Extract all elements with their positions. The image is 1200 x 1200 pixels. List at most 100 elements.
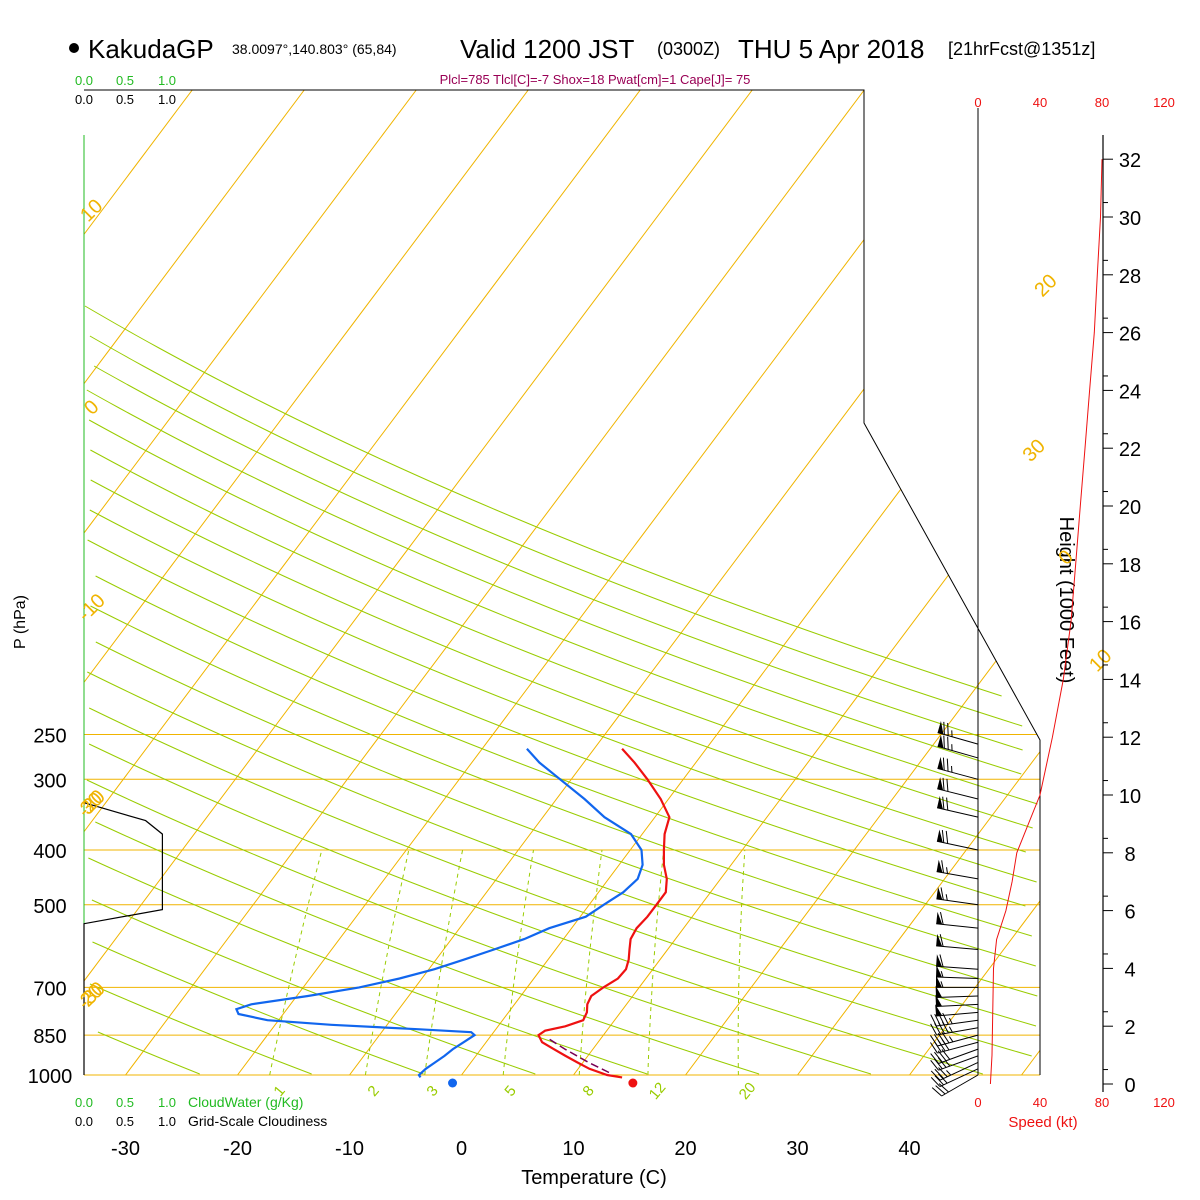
mixing-ratio-label: 5: [501, 1082, 519, 1099]
wind-barb-pennant: [937, 756, 944, 770]
height-tick-label: 32: [1119, 150, 1141, 172]
stability-indices: Plcl=785 Tlcl[C]=-7 Shox=18 Pwat[cm]=1 C…: [440, 72, 751, 87]
cloudwater-tick-top: 0.5: [116, 73, 134, 88]
wind-barb-pennant: [935, 985, 943, 998]
dry-adiabat-line: [92, 941, 424, 1075]
wind-barb-flag: [933, 1034, 942, 1046]
height-tick-label: 16: [1119, 613, 1141, 635]
dry-adiabat-line: [95, 821, 760, 1075]
dry-adiabat-line: [95, 575, 1032, 937]
speed-tick-top: 80: [1095, 95, 1109, 110]
temperature-tick-label: -10: [335, 1138, 364, 1160]
wind-barb-shaft: [936, 1011, 979, 1017]
temperature-profile-line: [537, 748, 671, 1079]
mixing-ratio-line: [737, 849, 746, 1076]
isotherm-line: [84, 90, 417, 1075]
wind-barb-half-flag: [940, 971, 944, 978]
wind-barb-flag: [941, 860, 945, 873]
wind-barb-pennant: [937, 796, 943, 810]
isotherm-line: [909, 90, 1040, 1075]
wind-barb-shaft: [936, 898, 979, 906]
wind-barb-flag: [934, 1075, 944, 1086]
mixing-ratio-line: [424, 849, 464, 1076]
wind-barb-flag: [943, 721, 945, 735]
cloudwater-tick-bottom: 0.0: [75, 1095, 93, 1110]
cloudiness-tick-top: 0.5: [116, 92, 134, 107]
wind-barb: [936, 796, 979, 818]
wind-barb-shaft: [936, 1019, 979, 1027]
wind-barb-shaft: [937, 1034, 979, 1047]
height-tick-label: 12: [1119, 728, 1141, 750]
dry-adiabat-line: [88, 857, 648, 1075]
height-tick-label: 22: [1119, 439, 1141, 461]
cloudwater-tick-top: 1.0: [158, 73, 176, 88]
wind-barb-flag: [930, 1035, 938, 1047]
wind-barb-half-flag: [945, 894, 948, 901]
dry-adiabat-line: [89, 509, 1037, 883]
speed-tick-bottom: 40: [1033, 1095, 1047, 1110]
station-dot-icon: [69, 43, 79, 53]
isotherm-label: 20: [1030, 270, 1061, 301]
dry-adiabat-line: [93, 365, 1023, 751]
isotherm-line: [237, 90, 977, 1075]
wind-barb: [936, 887, 979, 906]
wind-barb-flag: [947, 722, 949, 736]
height-tick-label: 10: [1119, 786, 1141, 808]
wind-barb-shaft: [936, 807, 979, 818]
wind-barb: [937, 756, 979, 780]
wind-barb-flag: [934, 1013, 941, 1026]
wind-barb-shaft: [936, 1003, 979, 1008]
wind-barb-half-flag: [948, 1026, 953, 1033]
wind-barb: [936, 859, 979, 880]
speed-tick-bottom: 120: [1153, 1095, 1175, 1110]
cloudiness-tick-bottom: 1.0: [158, 1114, 176, 1129]
wind-barb-pennant: [936, 965, 943, 978]
cloudwater-tick-bottom: 1.0: [158, 1095, 176, 1110]
temperature-tick-label: 40: [898, 1138, 920, 1160]
pressure-tick-label: 850: [33, 1026, 66, 1048]
cloudiness-label: Grid-Scale Cloudiness: [188, 1113, 327, 1129]
parcel-path-line: [547, 1037, 610, 1074]
wind-barb-pennant: [936, 975, 942, 988]
mixing-ratio-line: [364, 849, 410, 1076]
dry-adiabat-line: [88, 419, 1038, 805]
wind-barb: [930, 1061, 979, 1081]
wind-barb-pennant: [937, 734, 944, 749]
wind-barb: [936, 933, 979, 951]
cloudiness-profile-line: [83, 802, 163, 1075]
wind-barb-shaft: [936, 871, 979, 880]
temperature-tick-label: 20: [674, 1138, 696, 1160]
wind-barb-pennant: [936, 933, 943, 947]
isotherm-line: [84, 90, 305, 1075]
temperature-tick-label: 0: [456, 1138, 467, 1160]
speed-tick-bottom: 0: [974, 1095, 981, 1110]
wind-barb-flag: [938, 1067, 948, 1078]
wind-barb-pennant: [937, 721, 944, 735]
isotherm-label: 20: [76, 980, 107, 1011]
wind-barb: [937, 721, 979, 745]
pressure-tick-label: 400: [33, 841, 66, 863]
cloudwater-label: CloudWater (g/Kg): [188, 1094, 303, 1110]
pressure-tick-label: 700: [33, 978, 66, 1000]
wind-barb-flag: [930, 1070, 941, 1081]
dewpoint-profile-line: [234, 748, 644, 1079]
wind-barb: [936, 911, 979, 929]
speed-profile-line: [989, 159, 1103, 1085]
wind-barb: [935, 1004, 979, 1017]
mixing-ratio-label: 2: [364, 1082, 382, 1099]
wind-barb-flag: [934, 1051, 943, 1063]
isotherm-line: [0, 90, 80, 1075]
wind-barb-shaft: [936, 923, 979, 929]
dry-adiabat-line: [90, 479, 1026, 853]
wind-barb-shaft: [937, 1041, 979, 1054]
isotherm-line: [84, 90, 753, 1075]
cloudiness-tick-bottom: 0.5: [116, 1114, 134, 1129]
temperature-tick-label: -20: [223, 1138, 252, 1160]
pressure-tick-label: 250: [33, 726, 66, 748]
wind-barb: [930, 1048, 979, 1064]
wind-barb-pennant: [937, 777, 944, 791]
isotherm-label: -10: [74, 590, 110, 626]
wind-barb-shaft: [939, 1061, 979, 1081]
dry-adiabat-line: [95, 641, 1038, 997]
